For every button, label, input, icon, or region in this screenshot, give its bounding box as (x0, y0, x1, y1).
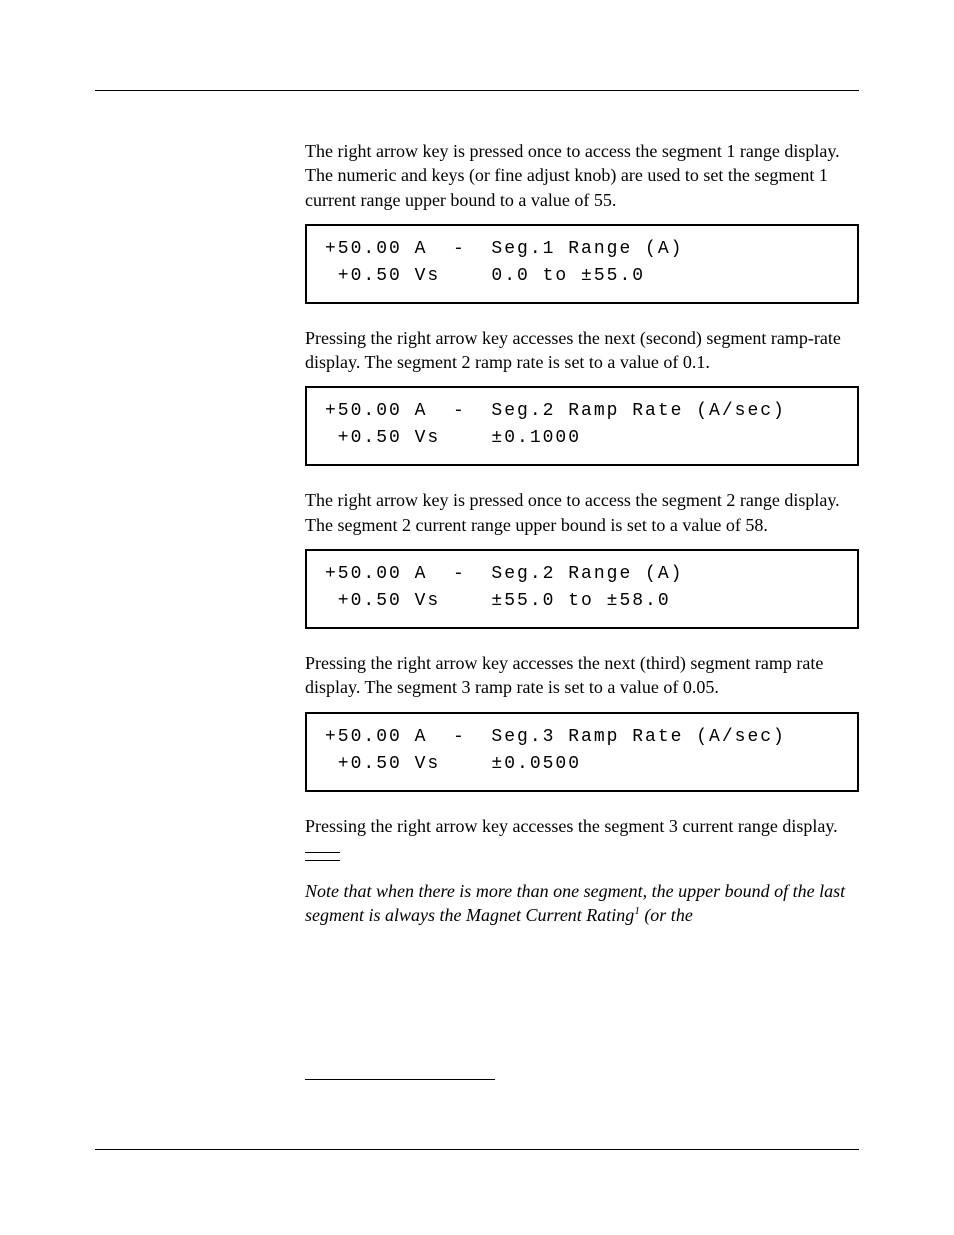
note-dash-2 (305, 860, 340, 861)
note-text: Note that when there is more than one se… (305, 879, 859, 928)
paragraph-5: Pressing the right arrow key accesses th… (305, 814, 859, 838)
note-separator (305, 852, 859, 861)
paragraph-4: Pressing the right arrow key accesses th… (305, 651, 859, 700)
display-box-3: +50.00 A - Seg.2 Range (A) +0.50 Vs ±55.… (305, 549, 859, 629)
note-dash-1 (305, 852, 340, 853)
display-4-line-2: +0.50 Vs ±0.0500 (325, 754, 581, 774)
display-3-line-1: +50.00 A - Seg.2 Range (A) (325, 564, 683, 584)
display-2-line-1: +50.00 A - Seg.2 Ramp Rate (A/sec) (325, 401, 786, 421)
note-before-sup: Note that when there is more than one se… (305, 881, 845, 925)
content-column: The right arrow key is pressed once to a… (305, 139, 859, 928)
bottom-rule (95, 1149, 859, 1150)
display-3-line-2: +0.50 Vs ±55.0 to ±58.0 (325, 591, 671, 611)
paragraph-2: Pressing the right arrow key accesses th… (305, 326, 859, 375)
footnote-rule (305, 1079, 495, 1080)
display-2-line-2: +0.50 Vs ±0.1000 (325, 428, 581, 448)
display-1-line-2: +0.50 Vs 0.0 to ±55.0 (325, 266, 645, 286)
display-box-2: +50.00 A - Seg.2 Ramp Rate (A/sec) +0.50… (305, 386, 859, 466)
page: The right arrow key is pressed once to a… (0, 0, 954, 1235)
paragraph-1: The right arrow key is pressed once to a… (305, 139, 859, 212)
display-1-line-1: +50.00 A - Seg.1 Range (A) (325, 239, 683, 259)
display-box-4: +50.00 A - Seg.3 Ramp Rate (A/sec) +0.50… (305, 712, 859, 792)
paragraph-3: The right arrow key is pressed once to a… (305, 488, 859, 537)
display-box-1: +50.00 A - Seg.1 Range (A) +0.50 Vs 0.0 … (305, 224, 859, 304)
top-rule (95, 90, 859, 91)
display-4-line-1: +50.00 A - Seg.3 Ramp Rate (A/sec) (325, 727, 786, 747)
note-after-sup: (or the (640, 905, 693, 925)
